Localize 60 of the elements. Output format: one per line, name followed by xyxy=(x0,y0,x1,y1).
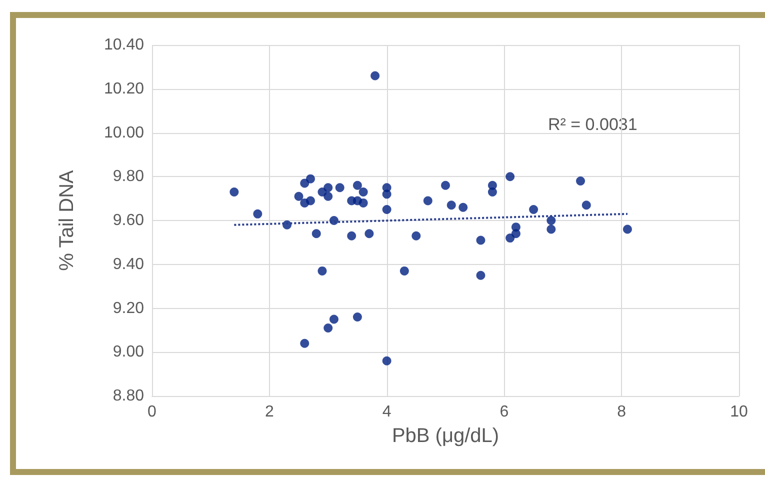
point xyxy=(506,172,515,182)
point xyxy=(352,312,362,322)
point xyxy=(506,234,515,243)
x-axis-title: PbB (μg/dL) xyxy=(392,425,500,447)
point xyxy=(312,229,321,238)
point xyxy=(511,229,520,238)
point xyxy=(358,198,368,208)
y-tick-label: 9.60 xyxy=(112,212,144,229)
point xyxy=(423,196,432,206)
point xyxy=(441,180,450,190)
point xyxy=(318,266,327,276)
point xyxy=(306,174,315,184)
point xyxy=(412,231,421,240)
point xyxy=(446,200,456,210)
point xyxy=(370,71,380,80)
point xyxy=(329,314,338,324)
point xyxy=(358,187,368,196)
y-tick-label: 10.40 xyxy=(104,36,144,54)
point xyxy=(382,190,392,199)
y-axis-title: % Tail DNA xyxy=(56,169,78,271)
annotation: R² = 0.0031 xyxy=(548,115,638,134)
y-tick-label: 9.40 xyxy=(112,256,144,273)
y-tick-label: 9.80 xyxy=(112,168,144,186)
point xyxy=(352,180,362,190)
point xyxy=(300,178,310,188)
x-tick-label: 6 xyxy=(500,404,509,420)
x-tick-label: 2 xyxy=(264,404,274,420)
point xyxy=(335,183,344,192)
y-tick-label: 10.20 xyxy=(104,80,144,98)
x-tick-label: 0 xyxy=(148,404,157,420)
point xyxy=(546,224,556,234)
point xyxy=(364,229,374,238)
point xyxy=(324,183,333,192)
point xyxy=(382,205,392,214)
point xyxy=(382,356,392,366)
point xyxy=(253,209,262,218)
point xyxy=(294,192,304,201)
point xyxy=(458,202,468,212)
point xyxy=(488,187,497,196)
point xyxy=(529,205,538,214)
point xyxy=(347,231,356,240)
point xyxy=(546,216,556,225)
point xyxy=(476,236,486,245)
x-tick-label: 10 xyxy=(730,404,748,420)
point xyxy=(476,270,486,280)
point xyxy=(324,192,333,201)
x-tick-label: 8 xyxy=(617,404,626,420)
y-tick-label: 8.80 xyxy=(112,388,144,404)
x-tick-label: 4 xyxy=(382,404,392,420)
point xyxy=(300,338,310,348)
y-tick-label: 9.00 xyxy=(112,344,144,361)
y-tick-label: 9.20 xyxy=(112,300,144,317)
y-tick-label: 10.00 xyxy=(104,124,144,142)
point xyxy=(306,196,315,206)
point xyxy=(400,266,409,276)
point xyxy=(622,224,632,234)
point xyxy=(324,323,333,332)
point xyxy=(582,200,591,210)
point xyxy=(576,176,586,186)
point xyxy=(230,187,239,196)
